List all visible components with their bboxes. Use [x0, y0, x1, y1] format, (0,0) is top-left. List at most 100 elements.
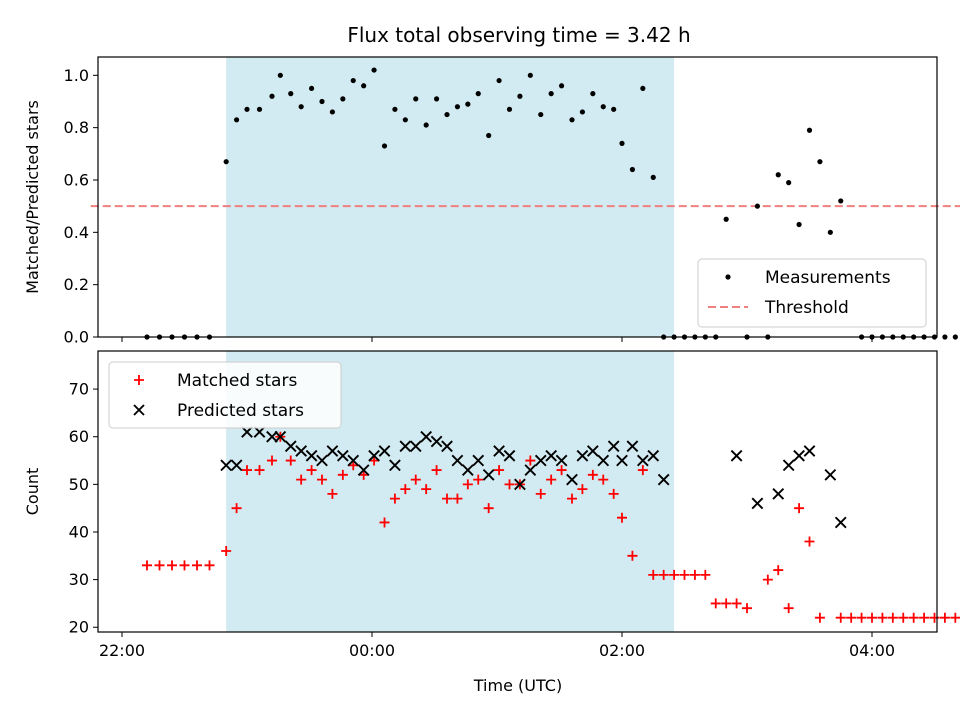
matched-star-point: [679, 569, 690, 580]
matched-star-point: [637, 465, 648, 476]
measurement-point: [402, 117, 408, 123]
matched-star-point: [762, 574, 773, 585]
matched-star-point: [627, 550, 638, 561]
legend-measurement-label: Measurements: [765, 268, 891, 288]
y-tick-label: 0.2: [64, 275, 89, 294]
measurement-point: [329, 109, 336, 115]
measurement-point: [444, 111, 450, 118]
matched-star-point: [814, 612, 825, 623]
x-tick-label: 02:00: [599, 641, 645, 660]
matched-star-point: [608, 488, 619, 499]
predicted-star-point: [357, 464, 370, 476]
matched-star-point: [421, 484, 432, 495]
predicted-star-point: [782, 459, 795, 472]
measurement-point: [558, 83, 565, 89]
predicted-star-point: [824, 468, 837, 481]
predicted-star-point: [389, 459, 401, 472]
matched-star-point: [835, 612, 846, 623]
matched-star-point: [154, 560, 165, 571]
predicted-star-point: [399, 440, 412, 453]
measurement-point: [288, 91, 294, 97]
matched-star-point: [898, 612, 909, 623]
measurement-point: [590, 91, 596, 97]
measurement-point: [392, 106, 398, 112]
predicted-star-point: [607, 440, 620, 453]
predicted-star-point: [482, 468, 495, 481]
measurement-point: [256, 106, 263, 112]
measurement-point: [233, 117, 240, 123]
legend-predicted-label: Predicted stars: [177, 401, 304, 421]
matched-star-point: [285, 455, 296, 466]
matched-star-point: [462, 479, 473, 490]
measurement-point: [340, 96, 346, 102]
predicted-star-point: [647, 449, 660, 462]
matched-star-point: [598, 474, 609, 485]
measurement-point: [244, 106, 250, 112]
matched-star-point: [887, 612, 898, 623]
measurement-point: [413, 96, 419, 102]
bottom-panel: 20304050607022:0000:0002:0004:0006:0008:…: [23, 350, 960, 695]
measurement-point: [506, 106, 513, 112]
measurement-point: [754, 203, 761, 209]
measurement-point: [548, 91, 554, 97]
matched-star-point: [369, 455, 380, 466]
measurement-point: [806, 127, 813, 133]
measurement-point: [371, 67, 377, 73]
matched-star-point: [400, 484, 411, 495]
y-tick-label: 0.6: [64, 170, 89, 189]
predicted-star-point: [803, 445, 816, 457]
matched-star-point: [179, 560, 190, 571]
legend-measurement-marker: [725, 274, 731, 280]
measurement-point: [269, 93, 275, 99]
matched-star-point: [804, 536, 815, 547]
predicted-star-point: [657, 473, 670, 486]
matched-star-point: [494, 465, 505, 476]
legend-threshold-label: Threshold: [764, 298, 849, 318]
predicted-star-point: [336, 449, 349, 462]
measurement-point: [775, 172, 781, 178]
legend-predicted-marker: [133, 404, 145, 416]
predicted-star-point: [597, 454, 610, 467]
top-panel: 0.0 0.2 0.4 0.6 0.8 1.0 Matched/Predicted star…: [23, 56, 960, 347]
predicted-star-point: [772, 488, 785, 500]
matched-star-point: [535, 488, 546, 499]
measurement-point: [650, 174, 656, 180]
matched-star-point: [929, 612, 940, 623]
matched-star-point: [773, 565, 784, 576]
predicted-star-point: [284, 440, 297, 453]
matched-star-point: [442, 493, 452, 504]
matched-star-point: [410, 474, 421, 485]
predicted-star-point: [576, 449, 589, 462]
matched-star-point: [846, 612, 857, 623]
measurement-point: [538, 111, 544, 118]
predicted-star-point: [305, 449, 318, 462]
y-tick-label: 0.0: [64, 328, 89, 347]
measurement-point: [496, 77, 502, 84]
matched-star-point: [504, 479, 515, 490]
matched-star-point: [567, 493, 577, 504]
legend: Matched stars Predicted stars: [108, 361, 342, 429]
predicted-star-point: [461, 464, 474, 476]
predicted-star-point: [430, 435, 443, 448]
measurement-point: [423, 122, 429, 128]
predicted-star-point: [220, 459, 233, 472]
predicted-star-point: [636, 454, 649, 467]
legend-matched-label: Matched stars: [177, 371, 297, 391]
matched-star-point: [577, 484, 588, 495]
matched-star-point: [783, 603, 794, 614]
matched-star-point: [669, 569, 680, 580]
predicted-star-point: [751, 497, 764, 510]
y-tick-label: 40: [69, 522, 89, 541]
measurement-point: [486, 132, 492, 139]
y-tick-label: 1.0: [64, 66, 89, 85]
y-tick-label: 30: [69, 570, 89, 589]
legend-box: [108, 361, 342, 429]
predicted-star-point: [472, 454, 485, 467]
matched-star-point: [483, 503, 494, 514]
matched-star-point: [700, 569, 711, 580]
y-axis-label: Count: [23, 468, 42, 516]
predicted-star-point: [514, 478, 526, 491]
matched-star-point: [254, 465, 265, 476]
matched-star-point: [877, 612, 888, 623]
measurement-point: [838, 198, 844, 204]
